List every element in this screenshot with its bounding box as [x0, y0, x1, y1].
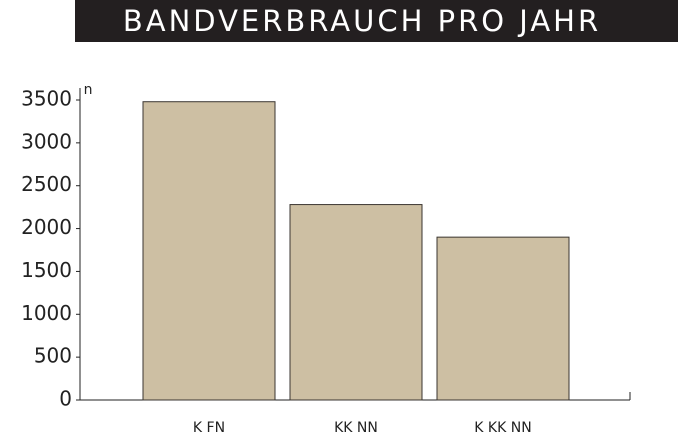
title-banner [75, 0, 678, 42]
x-tick-label: KK NN [334, 420, 378, 436]
y-tick-label: 0 [59, 387, 72, 411]
y-tick-label: 3000 [21, 129, 72, 153]
y-tick-label: 500 [34, 344, 72, 368]
bar [142, 101, 276, 401]
chart-title: BANDVERBRAUCH PRO JAHR [123, 4, 601, 38]
y-axis-label: n [84, 82, 93, 98]
y-tick-label: 1500 [21, 258, 72, 282]
x-tick-label: K FN [193, 420, 225, 436]
y-tick-label: 3500 [21, 87, 72, 111]
bar [436, 236, 570, 401]
y-tick-label: 1000 [21, 301, 72, 325]
x-tick-label: K KK NN [474, 420, 531, 436]
y-tick-label: 2000 [21, 215, 72, 239]
bar [289, 204, 423, 401]
y-tick-label: 2500 [21, 172, 72, 196]
